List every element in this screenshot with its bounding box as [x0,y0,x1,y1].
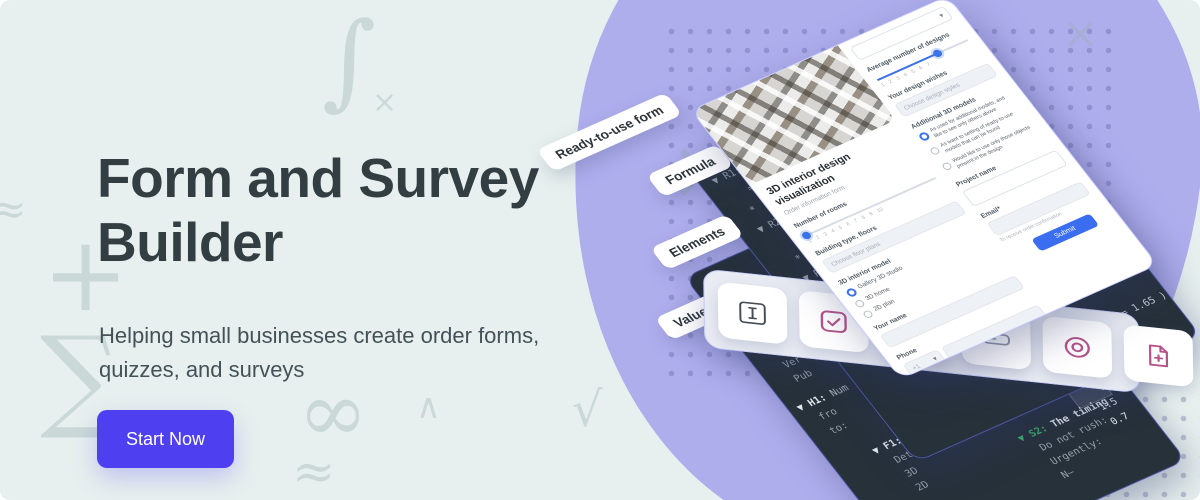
radio-icon [940,161,953,171]
integral-symbol: ∫ [322,0,377,121]
sqrt-symbol: √ [572,382,603,438]
checkbox-icon [817,306,851,337]
radio-icon [928,146,942,157]
radio-selected-icon [917,130,932,142]
element-tile[interactable] [717,281,788,345]
start-now-button[interactable]: Start Now [97,410,234,468]
element-tile[interactable] [1042,315,1113,379]
element-tile[interactable] [1123,324,1194,388]
radio-icon [853,299,867,309]
elements-panel: Tt [702,268,1194,394]
radio-button-icon [1060,332,1094,363]
hero-subtitle: Helping small businesses create order fo… [99,322,540,382]
chevron-down-icon: ▾ [937,11,946,20]
multiply-symbol: × [372,85,398,120]
chevron-down-icon: ▾ [931,355,940,363]
caret-symbol: ∧ [416,387,441,427]
element-tile[interactable] [798,290,869,354]
radio-icon [862,309,875,320]
page-title: Form and Survey Builder [97,147,539,274]
text-cursor-icon [736,298,770,329]
approx-symbol: ≈ [292,442,336,500]
approx-symbol: ≈ [0,184,27,235]
add-file-icon [1142,341,1176,372]
radio-selected-icon [844,287,859,299]
